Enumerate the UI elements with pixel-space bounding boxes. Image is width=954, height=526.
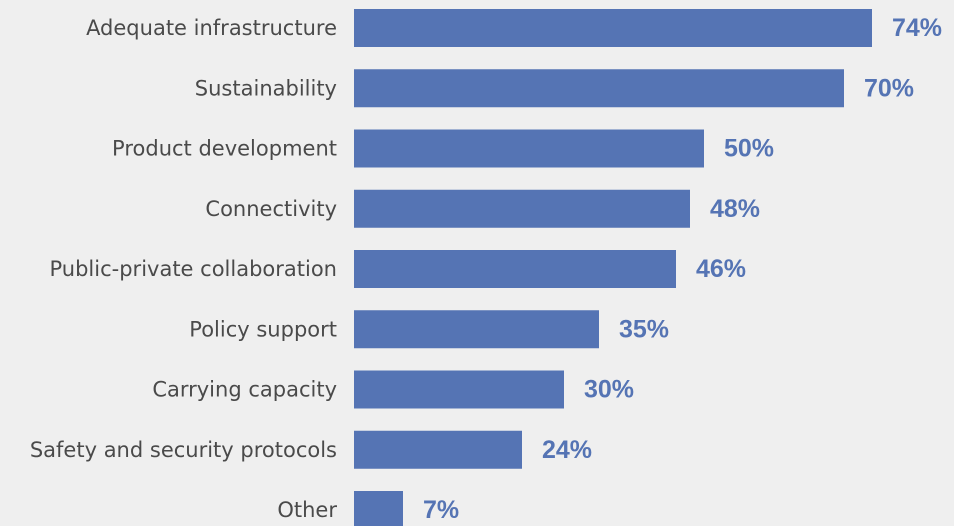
category-label: Sustainability: [195, 76, 337, 100]
category-label: Other: [277, 498, 337, 522]
bar: [354, 370, 564, 409]
value-label: 30%: [584, 376, 634, 404]
value-label: 24%: [542, 436, 592, 464]
category-label: Policy support: [189, 317, 337, 341]
category-label: Carrying capacity: [152, 378, 337, 402]
value-label: 70%: [864, 74, 914, 102]
category-label: Product development: [112, 137, 337, 161]
category-labels: Adequate infrastructure Sustainability Pro…: [30, 16, 338, 522]
bar: [354, 310, 599, 349]
category-label: Public-private collaboration: [50, 257, 338, 281]
bar: [354, 129, 704, 168]
bar: [354, 9, 872, 47]
value-label: 35%: [619, 315, 669, 343]
bar: [354, 250, 676, 288]
bar: [354, 491, 403, 526]
value-label: 46%: [696, 255, 746, 283]
value-label: 50%: [724, 135, 774, 163]
category-label: Safety and security protocols: [30, 438, 337, 462]
bar: [354, 430, 522, 469]
bars: [354, 9, 872, 526]
value-label: 74%: [892, 14, 942, 42]
category-label: Adequate infrastructure: [86, 16, 337, 40]
bar: [354, 69, 844, 108]
value-label: 48%: [710, 195, 760, 223]
value-labels: 74% 70% 50% 48% 46% 35% 30% 24% 7%: [423, 14, 942, 524]
category-label: Connectivity: [205, 197, 337, 221]
bar: [354, 189, 690, 228]
value-label: 7%: [423, 496, 459, 524]
